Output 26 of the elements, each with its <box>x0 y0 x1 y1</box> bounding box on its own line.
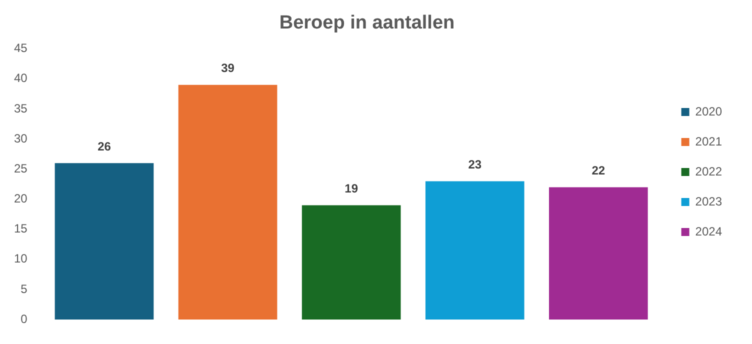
legend-label: 2023 <box>695 194 722 208</box>
legend-label: 2021 <box>695 134 722 148</box>
legend-label: 2022 <box>695 164 722 178</box>
bar <box>178 84 278 320</box>
y-tick-label: 25 <box>14 161 28 176</box>
y-tick-label: 15 <box>14 222 28 236</box>
y-tick-label: 35 <box>14 101 28 116</box>
y-tick-label: 0 <box>20 312 28 326</box>
data-label: 39 <box>221 61 235 76</box>
data-label: 19 <box>344 182 358 196</box>
y-tick-label: 30 <box>14 131 28 146</box>
bar <box>425 181 524 320</box>
chart-title: Beroep in aantallen <box>279 12 455 34</box>
y-tick-label: 40 <box>14 71 28 86</box>
data-label: 26 <box>98 139 112 154</box>
bar <box>302 205 401 320</box>
data-label: 23 <box>468 158 482 172</box>
legend-label: 2024 <box>695 224 722 238</box>
y-tick-label: 10 <box>14 252 28 266</box>
bar <box>548 187 648 320</box>
bar <box>54 163 154 320</box>
y-tick-label: 5 <box>20 282 28 296</box>
data-label: 22 <box>592 164 606 178</box>
y-tick-label: 20 <box>14 192 28 206</box>
legend-label: 2020 <box>695 104 722 118</box>
y-tick-label: 45 <box>14 41 28 56</box>
